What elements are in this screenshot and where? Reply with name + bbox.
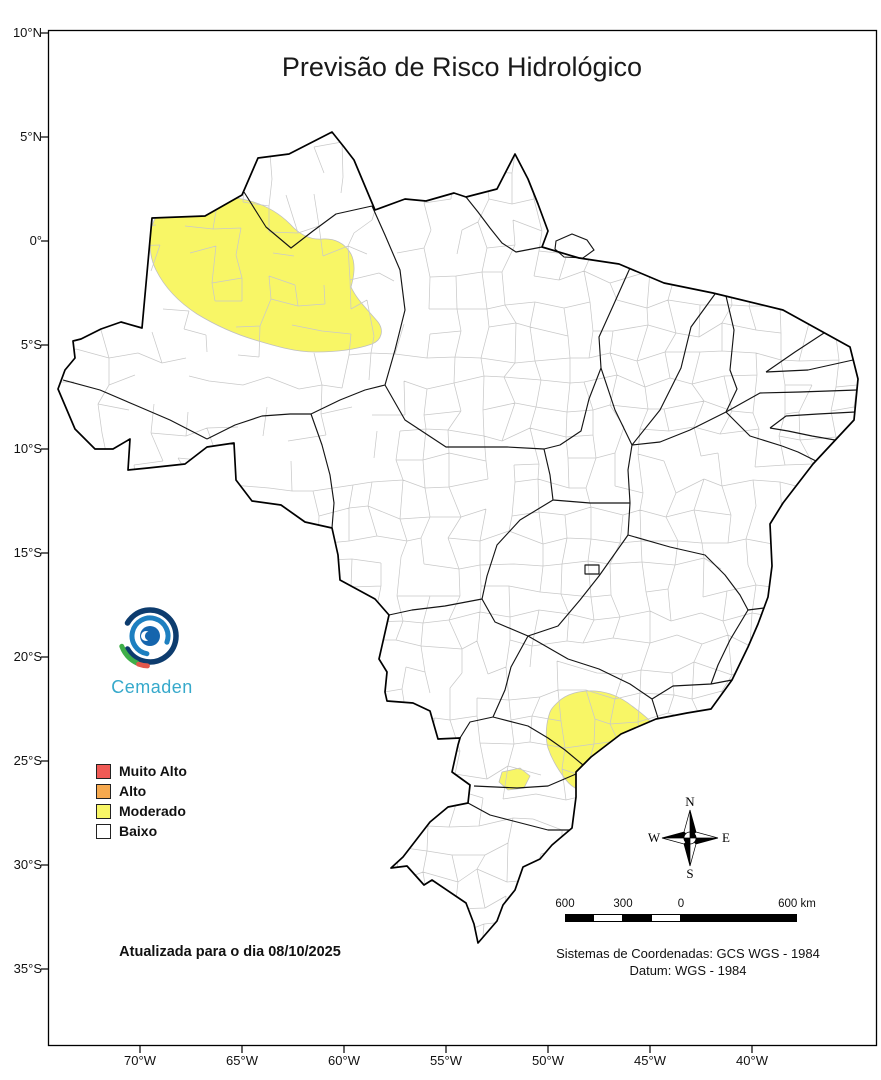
state-borders <box>62 191 858 831</box>
state-border-line <box>765 359 854 373</box>
state-border-line <box>769 411 856 429</box>
state-border-line <box>206 384 386 440</box>
compass-w-label: W <box>648 830 661 845</box>
legend-swatch-moderado <box>96 803 111 819</box>
marajo-island <box>554 233 595 259</box>
state-border-line <box>543 267 631 450</box>
scale-label: 0 <box>677 898 685 910</box>
cemaden-logo-text: Cemaden <box>111 677 193 697</box>
scale-segment <box>651 914 681 922</box>
state-border-line <box>481 598 529 637</box>
legend-swatch-muito-alto <box>96 763 111 779</box>
state-border-line <box>631 293 716 446</box>
state-border-line <box>584 564 600 575</box>
lon-tick-label: 45°W <box>634 1053 666 1068</box>
state-border-line <box>527 534 629 637</box>
scale-segment <box>565 914 594 922</box>
compass-n-label: N <box>685 796 695 809</box>
state-border-line <box>781 445 817 462</box>
legend-item-baixo: Baixo <box>96 821 187 841</box>
lat-tick-label: 35°S <box>13 961 42 976</box>
lat-tick-label: 10°S <box>13 441 42 456</box>
lat-tick-label: 25°S <box>13 753 42 768</box>
scale-segment <box>593 914 623 922</box>
state-border-line <box>243 191 373 249</box>
scale-segment <box>622 914 652 922</box>
lon-tick-label: 60°W <box>328 1053 360 1068</box>
state-border-line <box>384 384 545 450</box>
state-border-line <box>725 411 783 447</box>
legend-label: Baixo <box>119 823 158 839</box>
risk-legend: Muito Alto Alto Moderado Baixo <box>96 761 187 841</box>
state-border-line <box>651 679 733 700</box>
state-border-line <box>725 389 858 413</box>
coordinate-system-note: Sistemas de Coordenadas: GCS WGS - 1984 <box>556 946 820 961</box>
state-border-line <box>62 379 208 440</box>
lat-tick-label: 15°S <box>13 545 42 560</box>
lat-tick-label: 10°N <box>12 25 42 40</box>
legend-item-moderado: Moderado <box>96 801 187 821</box>
state-border-line <box>627 502 765 611</box>
graticule-ticks <box>41 32 753 1053</box>
state-border-line <box>765 332 825 373</box>
lon-tick-label: 50°W <box>532 1053 564 1068</box>
lat-tick-label: 5°S <box>20 337 42 352</box>
state-border-line <box>459 716 494 739</box>
compass-rose: N E S W <box>648 796 732 880</box>
lat-tick-label: 5°N <box>20 129 42 144</box>
state-border-line <box>481 499 554 600</box>
risk-region-west-amazonas <box>149 194 382 353</box>
state-border-line <box>631 411 727 446</box>
lon-tick-label: 40°W <box>736 1053 768 1068</box>
state-border-line <box>473 773 577 789</box>
legend-label: Alto <box>119 783 147 799</box>
state-border-line <box>725 295 738 413</box>
map-title: Previsão de Risco Hidrológico <box>281 52 643 82</box>
lon-tick-label: 70°W <box>124 1053 156 1068</box>
state-border-line <box>371 205 406 386</box>
state-border-line <box>467 802 570 831</box>
north-arrow-icon: N E S W <box>648 796 730 880</box>
legend-item-alto: Alto <box>96 781 187 801</box>
scale-label: 600 <box>555 898 575 910</box>
state-border-line <box>388 598 483 616</box>
scale-label: 600 km <box>778 898 816 910</box>
lat-tick-label: 0° <box>29 233 42 248</box>
scale-segment <box>680 914 797 922</box>
state-border-line <box>492 716 584 766</box>
lon-tick-label: 65°W <box>226 1053 258 1068</box>
state-border-line <box>710 609 749 685</box>
legend-label: Muito Alto <box>119 763 187 779</box>
lat-tick-label: 20°S <box>13 649 42 664</box>
state-border-line <box>527 635 653 700</box>
brazil-outline <box>57 131 859 944</box>
state-border-line <box>769 427 836 441</box>
lon-tick-label: 55°W <box>430 1053 462 1068</box>
legend-item-muito-alto: Muito Alto <box>96 761 187 781</box>
cemaden-logo: Cemaden <box>92 602 212 698</box>
state-border-line <box>651 698 659 719</box>
update-note: Atualizada para o dia 08/10/2025 <box>119 944 341 960</box>
compass-s-label: S <box>686 866 693 880</box>
lat-tick-label: 30°S <box>13 857 42 872</box>
state-border-line <box>543 444 633 504</box>
legend-label: Moderado <box>119 803 186 819</box>
legend-swatch-baixo <box>96 823 111 839</box>
compass-e-label: E <box>722 830 730 845</box>
scale-label: 300 <box>613 898 633 910</box>
scale-bar: 600 300 0 600 km <box>540 898 840 930</box>
datum-note: Datum: WGS - 1984 <box>629 963 747 978</box>
state-border-line <box>461 191 543 253</box>
state-border-line <box>310 413 335 529</box>
state-border-line <box>492 635 529 718</box>
map-frame <box>47 29 878 1047</box>
cemaden-eye-icon <box>119 607 179 669</box>
legend-swatch-alto <box>96 783 111 799</box>
state-border-line <box>600 367 633 446</box>
